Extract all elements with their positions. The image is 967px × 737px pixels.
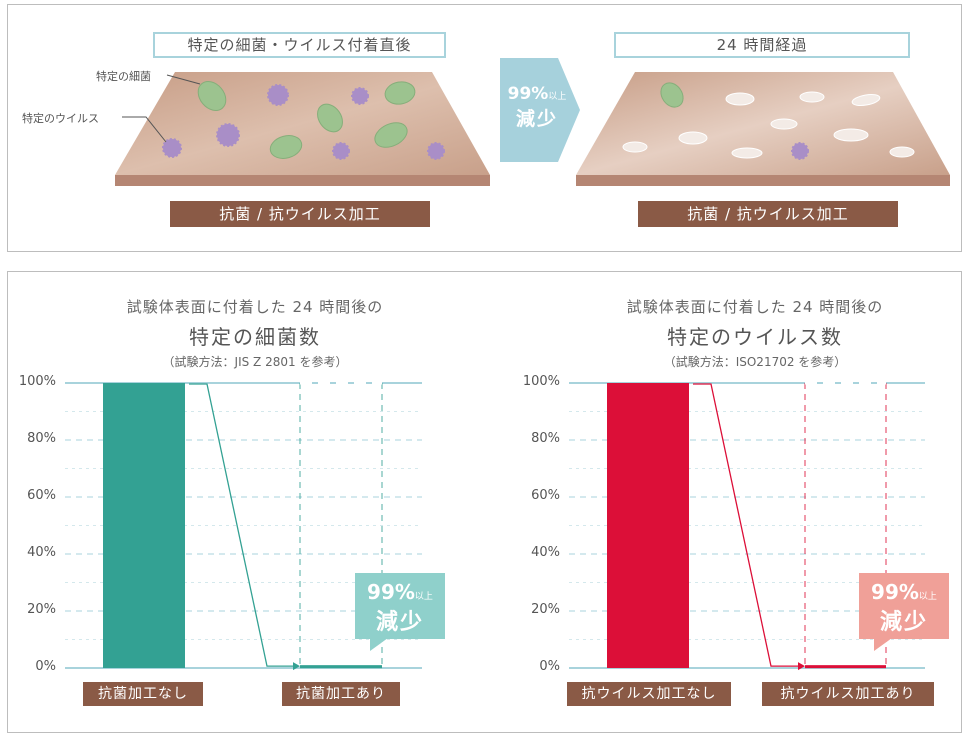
virus-ytick: 0% bbox=[539, 659, 560, 674]
bacteria-chart-title-line2: 特定の細菌数 bbox=[189, 325, 321, 349]
bacteria-label: 特定の細菌 bbox=[96, 70, 151, 83]
bacteria-leader-line bbox=[166, 74, 201, 85]
virus-callout-up: 以上 bbox=[918, 592, 937, 602]
callout-tail bbox=[874, 638, 892, 651]
bacteria-ytick: 20% bbox=[27, 602, 56, 617]
bar-with-treatment bbox=[805, 665, 886, 669]
callout-tail bbox=[370, 638, 388, 651]
virus-ytick: 40% bbox=[531, 545, 560, 560]
virus-category-label: 抗ウイルス加工なし bbox=[567, 682, 731, 706]
bacteria-ytick: 0% bbox=[35, 659, 56, 674]
bacteria-ytick: 100% bbox=[18, 374, 56, 389]
callout-bubble bbox=[355, 573, 445, 639]
bacteria-ytick: 60% bbox=[27, 488, 56, 503]
bacteria-category-label: 抗菌加工あり bbox=[282, 682, 400, 706]
bacteria-ytick: 40% bbox=[27, 545, 56, 560]
arrow-up: 以上 bbox=[548, 92, 567, 102]
virus-ytick: 60% bbox=[531, 488, 560, 503]
surface-after bbox=[576, 72, 950, 175]
virus-chart-title-line2: 特定のウイルス数 bbox=[667, 325, 843, 349]
after-surface-label: 抗菌 / 抗ウイルス加工 bbox=[638, 201, 898, 227]
virus-category-label: 抗ウイルス加工あり bbox=[762, 682, 934, 706]
bacteria-category-label: 抗菌加工なし bbox=[83, 682, 203, 706]
virus-callout-decrease: 減少 bbox=[879, 610, 928, 635]
arrow-decrease: 減少 bbox=[515, 108, 558, 130]
before-surface-label: 抗菌 / 抗ウイルス加工 bbox=[170, 201, 430, 227]
surface-before bbox=[115, 72, 490, 175]
before-title: 特定の細菌・ウイルス付着直後 bbox=[153, 32, 446, 58]
virus-leader-line bbox=[122, 116, 167, 143]
after-title: 24 時間経過 bbox=[614, 32, 910, 58]
bacteria-chart-subtitle: （試験方法：JIS Z 2801 を参考） bbox=[162, 355, 348, 369]
bar-with-treatment bbox=[300, 665, 382, 669]
reduction-arrow-head bbox=[293, 662, 300, 671]
virus-ytick: 100% bbox=[522, 374, 560, 389]
surface-after-edge bbox=[576, 175, 950, 186]
bacteria-chart-title-line1: 試験体表面に付着した 24 時間後の bbox=[126, 298, 384, 316]
inactivated-microbes bbox=[622, 82, 915, 159]
bacteria-callout-up: 以上 bbox=[414, 592, 433, 602]
virus-chart-subtitle: （試験方法：ISO21702 を参考） bbox=[663, 355, 847, 369]
reduction-arrow-head bbox=[798, 662, 805, 671]
virus-chart-plot bbox=[569, 381, 949, 671]
virus-ytick: 80% bbox=[531, 431, 560, 446]
viruses-before bbox=[162, 84, 809, 160]
bar-without-treatment bbox=[103, 383, 185, 668]
bacteria-reduction-callout: 99%以上 減少 bbox=[355, 580, 445, 636]
virus-chart-title-line1: 試験体表面に付着した 24 時間後の bbox=[626, 298, 884, 316]
arrow-pct: 99% bbox=[507, 84, 549, 104]
bacteria-callout-pct: 99% bbox=[367, 580, 415, 604]
callout-bubble bbox=[859, 573, 949, 639]
reduction-arrow-line bbox=[693, 383, 803, 667]
bacteria-ytick: 80% bbox=[27, 431, 56, 446]
bacteria-before bbox=[197, 81, 416, 159]
virus-ytick: 20% bbox=[531, 602, 560, 617]
reduction-arrow bbox=[500, 58, 580, 162]
virus-label: 特定のウイルス bbox=[22, 112, 99, 125]
virus-reduction-callout: 99%以上 減少 bbox=[859, 580, 949, 636]
bacteria-chart-plot bbox=[65, 381, 445, 671]
arrow-reduction-text: 99%以上 減少 bbox=[500, 84, 574, 131]
surface-before-edge bbox=[115, 175, 490, 186]
virus-callout-pct: 99% bbox=[871, 580, 919, 604]
bar-without-treatment bbox=[607, 383, 689, 668]
reduction-arrow-line bbox=[189, 383, 298, 667]
bacteria-callout-decrease: 減少 bbox=[375, 610, 424, 635]
